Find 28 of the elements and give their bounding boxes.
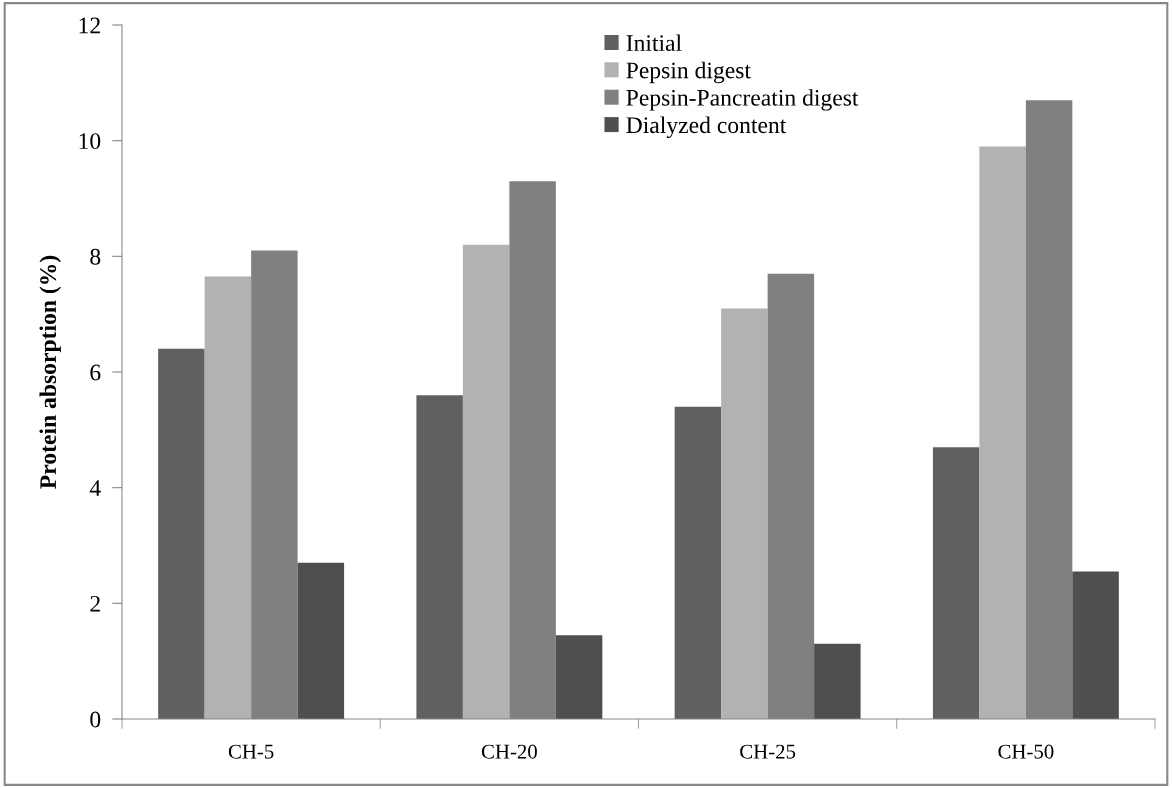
bar	[814, 643, 861, 719]
bar	[932, 447, 980, 719]
legend-label: Pepsin-Pancreatin digest	[626, 89, 859, 111]
y-tick-label: 0	[90, 711, 101, 728]
bar	[721, 308, 768, 719]
bar	[158, 348, 205, 719]
x-tick-label: CH-20	[481, 744, 537, 759]
x-tick-label: CH-25	[740, 744, 796, 759]
legend-label: Pepsin digest	[626, 61, 751, 84]
y-tick-label: 4	[89, 480, 101, 496]
x-tick-label: CH-5	[228, 744, 274, 759]
bar	[204, 276, 252, 719]
bar	[555, 635, 603, 719]
bar	[462, 244, 510, 719]
y-tick-label: 6	[90, 364, 101, 381]
bar	[297, 562, 345, 719]
bar	[416, 395, 463, 719]
y-tick-label: 12	[79, 17, 100, 34]
bar	[674, 406, 722, 719]
y-axis-title: Protein absorption (%)	[39, 255, 61, 489]
y-tick-label: 2	[90, 595, 100, 612]
bar	[1072, 571, 1119, 719]
legend-label: Dialyzed content	[626, 116, 787, 138]
bar	[979, 146, 1026, 719]
x-tick-label: CH-50	[998, 744, 1054, 759]
y-tick-label: 8	[90, 248, 101, 265]
legend-label: Initial	[626, 34, 682, 52]
y-tick-label: 10	[79, 133, 101, 150]
